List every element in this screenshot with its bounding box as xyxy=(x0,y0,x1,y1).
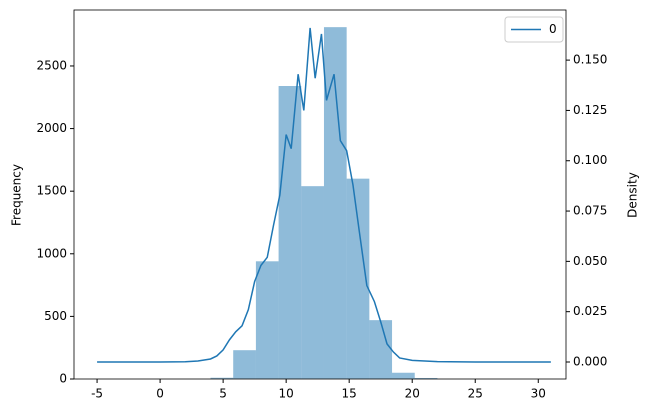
y-tick-label: 500 xyxy=(44,309,67,323)
y-tick-label: 2000 xyxy=(36,121,67,135)
bar xyxy=(369,320,393,379)
bar xyxy=(414,377,438,379)
y-tick-label: 0 xyxy=(59,372,67,386)
bar xyxy=(278,86,302,380)
y2-tick-label: 0.125 xyxy=(573,103,607,117)
plot-frame xyxy=(73,9,567,380)
x-tick-label: -5 xyxy=(91,387,103,401)
y2-tick-label: 0.100 xyxy=(573,153,607,167)
y2-axis-label: Density xyxy=(626,172,640,218)
density-line xyxy=(97,27,551,363)
x-tick-label: 25 xyxy=(468,387,483,401)
y2-tick-label: 0.025 xyxy=(573,304,607,318)
x-tick-label: 15 xyxy=(342,387,357,401)
bar xyxy=(301,186,324,379)
x-tick-label: 30 xyxy=(531,387,546,401)
x-tick-label: 0 xyxy=(156,387,164,401)
y-tick-label: 1500 xyxy=(36,184,67,198)
y-tick-label: 2500 xyxy=(36,58,67,72)
y-tick-label: 1000 xyxy=(36,246,67,260)
x-tick-label: 10 xyxy=(279,387,294,401)
x-tick-label: 20 xyxy=(405,387,420,401)
y2-tick-label: 0.000 xyxy=(573,354,607,368)
bar xyxy=(233,350,256,379)
bar xyxy=(323,27,347,380)
legend-label: 0 xyxy=(549,22,557,36)
bar xyxy=(346,178,370,379)
y-axis-label: Frequency xyxy=(10,164,24,226)
y2-tick-label: 0.075 xyxy=(573,204,607,218)
bar xyxy=(392,372,415,379)
y2-tick-label: 0.150 xyxy=(573,53,607,67)
x-tick-label: 5 xyxy=(219,387,227,401)
y2-tick-label: 0.050 xyxy=(573,254,607,268)
bar xyxy=(255,261,279,379)
bar xyxy=(210,377,234,379)
